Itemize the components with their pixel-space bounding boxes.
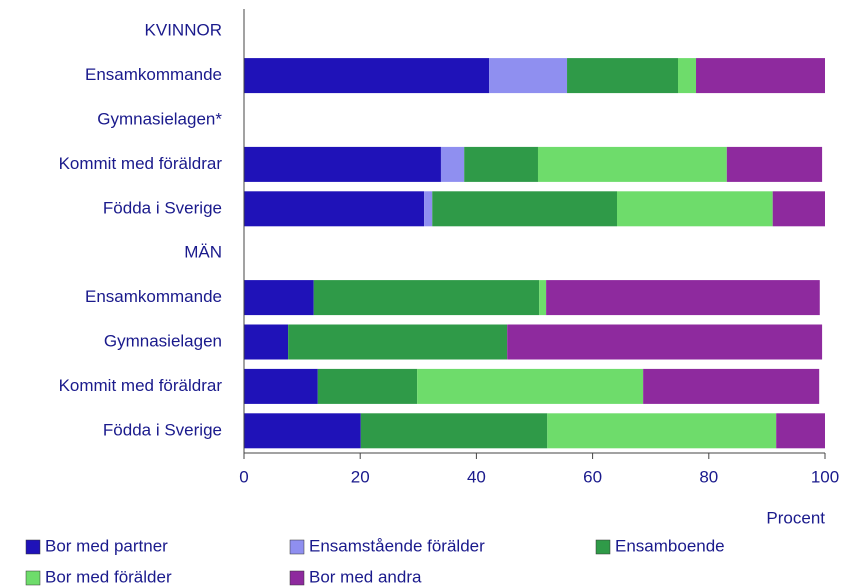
y-tick-label: Ensamkommande [85, 287, 222, 306]
bar-segment [489, 58, 568, 94]
bar-segment [244, 280, 314, 316]
y-tick-label: Gymnasielagen [104, 331, 222, 350]
y-tick-label: Kommit med föräldrar [59, 376, 223, 395]
x-axis-label: Procent [766, 508, 825, 527]
bar-segment [547, 413, 777, 449]
bar-segment [507, 324, 823, 360]
bar-segment [537, 146, 727, 182]
y-tick-label: Kommit med föräldrar [59, 154, 223, 173]
x-tick-label: 40 [467, 467, 486, 486]
legend-label: Bor med partner [45, 536, 168, 555]
bar-segment [696, 58, 825, 94]
y-tick-label: Födda i Sverige [103, 420, 222, 439]
bar-segment [546, 280, 820, 316]
bar-segment [464, 146, 538, 182]
x-tick-label: 0 [239, 467, 248, 486]
bar-segment [244, 146, 441, 182]
legend-label: Bor med förälder [45, 567, 172, 586]
legend-label: Ensamboende [615, 536, 725, 555]
y-tick-label: Ensamkommande [85, 65, 222, 84]
x-tick-label: 60 [583, 467, 602, 486]
x-tick-label: 20 [351, 467, 370, 486]
bar-segment [288, 324, 508, 360]
legend-swatch [289, 570, 305, 586]
legend-swatch [289, 539, 305, 555]
bar-segment [432, 191, 618, 227]
bar-segment [617, 191, 773, 227]
bar-segment [776, 413, 825, 449]
bar-segment [244, 324, 289, 360]
bar-segment [678, 58, 697, 94]
y-tick-label: Gymnasielagen* [97, 109, 222, 128]
legend-swatch [25, 570, 41, 586]
y-tick-label: Födda i Sverige [103, 198, 222, 217]
y-tick-label: MÄN [184, 243, 222, 262]
bar-segment [244, 191, 425, 227]
bar-segment [244, 413, 361, 449]
bar-segment [772, 191, 825, 227]
bar-segment [244, 58, 490, 94]
y-tick-label: KVINNOR [145, 21, 222, 40]
bar-segment [360, 413, 548, 449]
bar-segment [317, 368, 418, 404]
legend-label: Bor med andra [309, 567, 422, 586]
legend-label: Ensamstående förälder [309, 536, 485, 555]
bar-segment [417, 368, 644, 404]
bar-segment [313, 280, 540, 316]
bar-segment [643, 368, 820, 404]
x-tick-label: 80 [699, 467, 718, 486]
bar-segment [726, 146, 823, 182]
bar-segment [539, 280, 547, 316]
bar-segment [567, 58, 679, 94]
bar-segment [440, 146, 465, 182]
bar-segment [424, 191, 433, 227]
legend-swatch [595, 539, 611, 555]
x-tick-label: 100 [811, 467, 839, 486]
legend-swatch [25, 539, 41, 555]
bar-segment [244, 368, 318, 404]
